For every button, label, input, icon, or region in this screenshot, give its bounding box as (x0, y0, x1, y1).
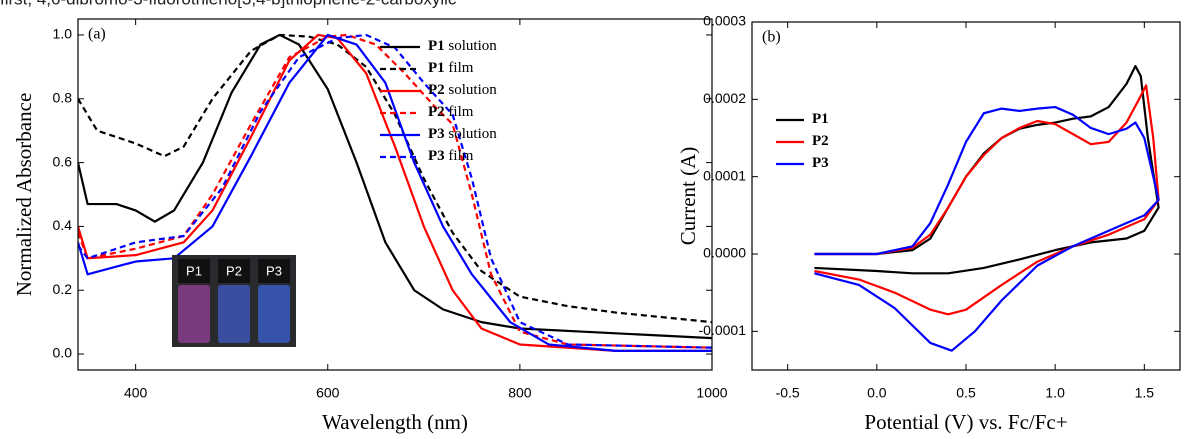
y-tick-label: 0.0000 (703, 245, 746, 261)
y-tick-label: -0.0001 (699, 322, 747, 338)
legend-label: P1 solution (428, 38, 497, 54)
plot-area (78, 33, 712, 352)
legend-label: P1 film (428, 60, 474, 76)
inset-label: P2 (226, 263, 242, 278)
legend-label: P3 film (428, 148, 474, 164)
y-axis-label: Current (A) (676, 147, 700, 246)
x-tick-label: 0.0 (867, 385, 887, 401)
panel-label: (a) (88, 26, 106, 43)
legend-label: P2 film (428, 104, 474, 120)
legend-label: P3 solution (428, 126, 497, 142)
panel-label: (b) (762, 29, 781, 46)
vial (218, 285, 250, 343)
y-tick-label: 0.0002 (703, 90, 746, 106)
series-line (814, 84, 1160, 316)
vial-cap (178, 259, 210, 283)
y-tick-label: 0.4 (53, 217, 73, 233)
vial-cap (258, 259, 290, 283)
y-tick-label: 0.8 (53, 89, 73, 105)
vial (258, 285, 290, 343)
series-line (78, 33, 712, 352)
x-tick-label: 800 (508, 385, 532, 401)
y-tick-label: 0.6 (53, 153, 73, 169)
series-line (814, 105, 1160, 352)
legend-label: P2 (812, 133, 829, 149)
x-axis-label: Potential (V) vs. Fc/Fc+ (864, 410, 1067, 434)
caption-fragment: first, 4,6-dibromo-3-fluorothieno[3,4-b]… (0, 0, 457, 8)
y-axis-label: Normalized Absorbance (12, 93, 36, 297)
x-tick-label: 1.5 (1135, 385, 1155, 401)
x-tick-label: -0.5 (776, 385, 800, 401)
inset-label: P1 (186, 263, 202, 278)
x-tick-label: 1.0 (1045, 385, 1065, 401)
legend-label: P1 (812, 111, 829, 127)
plot-area (814, 64, 1160, 352)
vial-cap (218, 259, 250, 283)
x-tick-label: 400 (124, 385, 148, 401)
x-tick-label: 0.5 (956, 385, 976, 401)
inset-label: P3 (266, 263, 282, 278)
plot-frame (751, 21, 1181, 371)
series-line (814, 64, 1160, 275)
series-line (78, 33, 712, 349)
y-tick-label: 1.0 (53, 26, 73, 42)
x-axis-label: Wavelength (nm) (322, 410, 468, 434)
plot-frame (77, 18, 713, 371)
legend-label: P2 solution (428, 82, 497, 98)
y-tick-label: 0.0003 (703, 13, 746, 29)
y-tick-label: 0.0001 (703, 167, 746, 183)
x-tick-label: 600 (316, 385, 340, 401)
y-tick-label: 0.2 (53, 281, 73, 297)
y-tick-label: 0.0 (53, 345, 73, 361)
series-line (78, 33, 712, 349)
legend-label: P3 (812, 155, 829, 171)
vial (178, 285, 210, 343)
x-tick-label: 1000 (696, 385, 727, 401)
